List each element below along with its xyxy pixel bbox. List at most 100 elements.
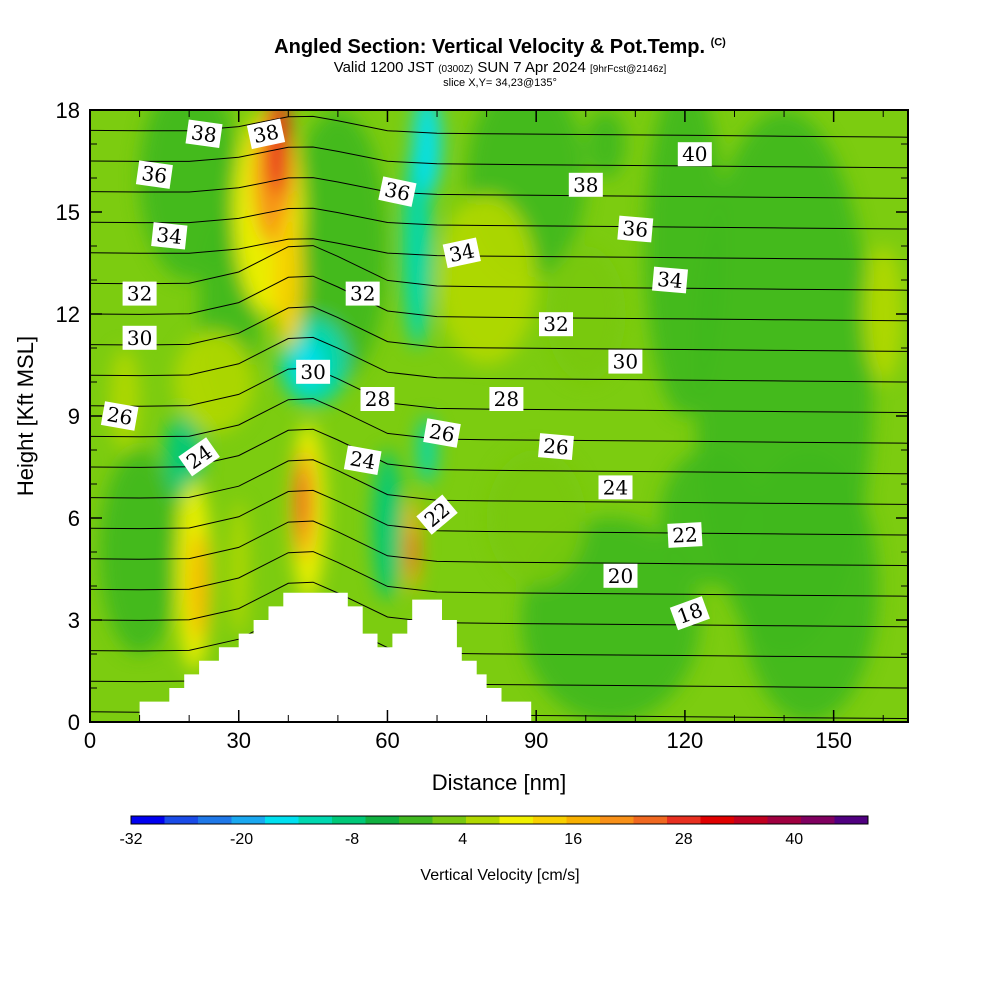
colorbar-swatch xyxy=(298,816,333,824)
field-blob xyxy=(486,450,586,586)
contour-line xyxy=(90,55,908,76)
colorbar-swatch xyxy=(198,816,232,824)
colorbar-swatch xyxy=(566,816,601,824)
contour-line xyxy=(90,459,908,505)
contour-label-text: 34 xyxy=(447,238,477,267)
contour-label: 40 xyxy=(677,142,712,167)
contour-label-text: 38 xyxy=(573,173,598,197)
y-axis-label: Height [Kft MSL] xyxy=(13,336,38,496)
contour-label-text: 30 xyxy=(127,326,152,350)
field-blob xyxy=(109,348,140,450)
contour-label: 30 xyxy=(296,359,331,384)
contour-label: 36 xyxy=(617,215,654,243)
colorbar-swatch xyxy=(633,816,668,824)
contour-label: 24 xyxy=(598,475,633,500)
contour-label: 20 xyxy=(603,563,638,588)
colorbar-tick-label: -8 xyxy=(345,831,359,848)
colorbar-swatch xyxy=(834,816,869,824)
contour-label-box xyxy=(185,119,223,149)
contour-label-box xyxy=(378,176,417,207)
x-tick-label: 0 xyxy=(84,728,96,753)
field-blob xyxy=(660,450,760,586)
contour-label-text: 24 xyxy=(603,475,628,499)
colorbar-label: Vertical Velocity [cm/s] xyxy=(420,867,579,884)
field-blob xyxy=(437,195,537,365)
contour-label-box xyxy=(151,222,188,250)
contour-line xyxy=(90,0,908,15)
colorbar-swatch xyxy=(399,816,433,824)
colorbar-swatch xyxy=(332,816,366,824)
contour-label-text: 34 xyxy=(656,267,683,293)
colorbar-swatch xyxy=(533,816,567,824)
contour-label-text: 36 xyxy=(140,161,169,188)
contour-label: 38 xyxy=(568,172,603,197)
colorbar-swatch xyxy=(131,816,165,824)
x-tick-label: 30 xyxy=(226,728,250,753)
field-blob xyxy=(585,110,626,178)
x-tick-label: 60 xyxy=(375,728,399,753)
colorbar-swatch xyxy=(432,816,467,824)
contour-label: 22 xyxy=(667,522,703,548)
colorbar-frame xyxy=(130,815,869,825)
contour-label-box xyxy=(442,237,481,269)
contour-line xyxy=(90,207,908,230)
contour-label-box xyxy=(178,437,220,477)
contour-label-box xyxy=(100,401,139,431)
contour-label-box xyxy=(617,215,654,243)
contour-label-text: 36 xyxy=(382,177,412,206)
contour-line xyxy=(90,25,908,46)
contour-label-box xyxy=(489,387,524,411)
field-blob xyxy=(739,450,879,722)
contour-label-box xyxy=(568,172,603,197)
colorbar-tick-label: -32 xyxy=(119,831,142,848)
y-tick-label: 18 xyxy=(56,98,80,123)
colorbar-tick-label: -20 xyxy=(230,831,253,848)
contour-label: 28 xyxy=(489,387,524,411)
contour-label: 30 xyxy=(608,349,643,374)
contour-label-box xyxy=(343,445,382,475)
contour-label-box xyxy=(539,312,573,337)
field-blob xyxy=(174,331,254,433)
contour-label-text: 38 xyxy=(190,120,219,147)
contour-label: 38 xyxy=(246,118,286,150)
contour-label-text: 36 xyxy=(622,216,649,242)
field-blob xyxy=(298,470,309,532)
colorbar-swatch xyxy=(600,816,634,824)
colorbar-swatch xyxy=(231,816,266,824)
contour-label: 26 xyxy=(538,433,574,461)
contour-label-text: 28 xyxy=(494,387,519,411)
contour-line xyxy=(90,398,908,444)
contour-label-text: 32 xyxy=(127,282,152,306)
y-tick-label: 0 xyxy=(68,710,80,735)
contour-label: 26 xyxy=(423,418,461,448)
contour-line xyxy=(90,238,908,261)
x-tick-label: 120 xyxy=(667,728,704,753)
contour-label-box xyxy=(538,433,574,461)
contour-line xyxy=(90,581,908,628)
field-blob xyxy=(412,110,442,195)
contour-label-box xyxy=(360,387,395,411)
contour-label-text: 30 xyxy=(613,350,638,374)
contour-label-text: 38 xyxy=(251,119,281,148)
contour-line xyxy=(90,551,908,597)
contour-label: 32 xyxy=(539,312,573,337)
contour-label-text: 20 xyxy=(608,564,633,588)
contour-label-box xyxy=(598,475,633,500)
field-blob xyxy=(863,246,904,382)
contour-label-box xyxy=(423,418,461,448)
contour-label-box xyxy=(669,596,710,631)
contour-label-text: 30 xyxy=(300,360,325,384)
contour-label: 30 xyxy=(122,325,157,350)
contour-label-text: 32 xyxy=(350,282,375,306)
contour-label: 32 xyxy=(122,281,157,306)
terrain-mask xyxy=(139,592,908,722)
contour-label: 34 xyxy=(442,237,481,269)
chart-title: Angled Section: Vertical Velocity & Pot.… xyxy=(274,36,726,58)
contour-label-box xyxy=(652,266,688,294)
contour-label: 26 xyxy=(100,401,139,431)
contour-label: 36 xyxy=(135,160,173,189)
y-tick-label: 12 xyxy=(56,302,80,327)
x-axis-label: Distance [nm] xyxy=(432,770,567,795)
